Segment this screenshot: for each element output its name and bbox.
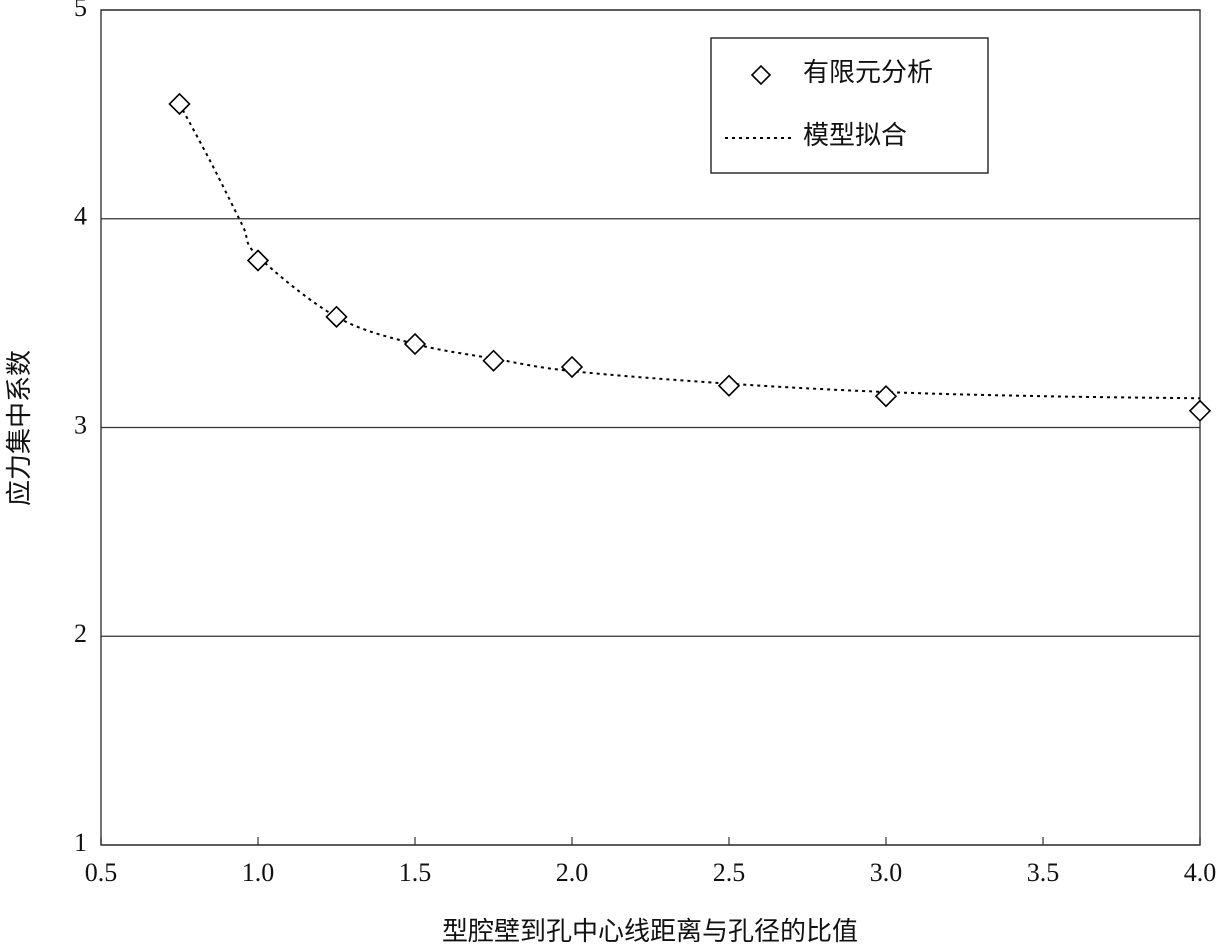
data-point [246, 249, 270, 272]
x-tick-label: 4.0 [1184, 858, 1217, 887]
x-tick-label: 1.0 [242, 858, 275, 887]
fit-line [178, 103, 1201, 400]
x-tick-label: 1.5 [399, 858, 432, 887]
y-tick-label: 4 [74, 202, 87, 231]
y-tick-label: 3 [74, 410, 87, 439]
data-point [1188, 399, 1212, 422]
legend-marker [750, 64, 772, 86]
y-tick-label: 5 [74, 0, 87, 22]
data-point [482, 349, 505, 372]
y-tick-label: 2 [74, 619, 87, 648]
x-tick-label: 2.0 [556, 858, 589, 887]
x-tick-label: 0.5 [85, 858, 118, 887]
legend-box [710, 37, 989, 174]
x-tick-label: 2.5 [713, 858, 746, 887]
y-tick-label: 1 [74, 828, 87, 857]
y-axis-label: 应力集中系数 [5, 350, 34, 506]
x-axis-label: 型腔壁到孔中心线距离与孔径的比值 [442, 917, 858, 946]
legend-label: 有限元分析 [803, 58, 933, 87]
data-point [403, 332, 427, 356]
data-point [325, 305, 348, 328]
legend-label: 模型拟合 [803, 121, 907, 150]
x-tick-label: 3.0 [870, 858, 903, 887]
data-point [560, 355, 584, 379]
data-point [168, 92, 191, 116]
data-point [874, 385, 898, 408]
data-point [717, 374, 741, 397]
x-tick-label: 3.5 [1027, 858, 1060, 887]
